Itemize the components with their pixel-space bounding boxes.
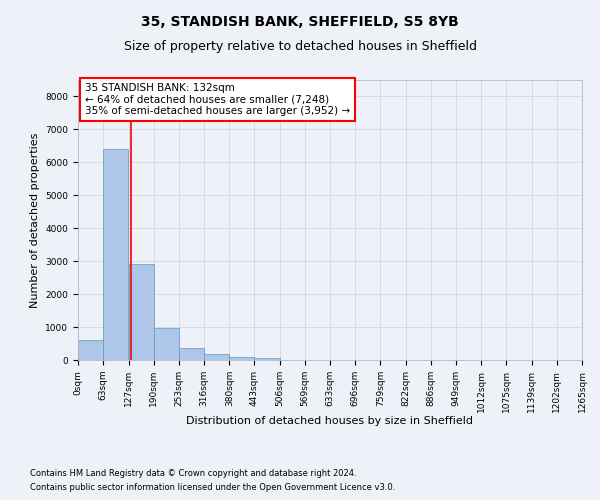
Bar [154,328,179,360]
Text: Contains public sector information licensed under the Open Government Licence v3: Contains public sector information licen… [30,484,395,492]
Text: 35, STANDISH BANK, SHEFFIELD, S5 8YB: 35, STANDISH BANK, SHEFFIELD, S5 8YB [141,15,459,29]
Bar [103,148,128,360]
Y-axis label: Number of detached properties: Number of detached properties [30,132,40,308]
Bar [128,264,154,360]
Bar [204,354,229,360]
Text: 35 STANDISH BANK: 132sqm
← 64% of detached houses are smaller (7,248)
35% of sem: 35 STANDISH BANK: 132sqm ← 64% of detach… [85,83,350,116]
Bar [254,358,280,360]
Text: Contains HM Land Registry data © Crown copyright and database right 2024.: Contains HM Land Registry data © Crown c… [30,468,356,477]
Bar [78,340,103,360]
X-axis label: Distribution of detached houses by size in Sheffield: Distribution of detached houses by size … [187,416,473,426]
Bar [229,356,254,360]
Text: Size of property relative to detached houses in Sheffield: Size of property relative to detached ho… [124,40,476,53]
Bar [179,348,204,360]
